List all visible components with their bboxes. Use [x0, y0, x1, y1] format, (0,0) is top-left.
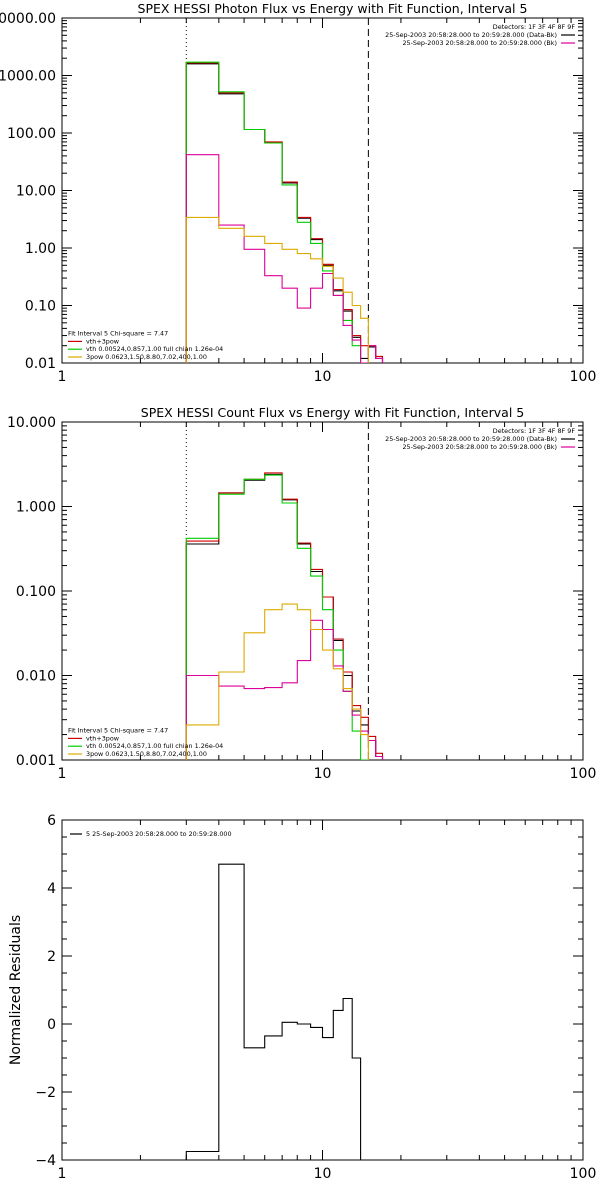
- legend-entry: 25-Sep-2003 20:58:28.000 to 20:59:28.000…: [385, 31, 557, 39]
- x-tick-label: 10: [314, 766, 332, 782]
- y-tick-label: 0.01: [25, 356, 56, 372]
- series-group: [185, 472, 384, 760]
- series-line-2: [185, 472, 384, 760]
- y-tick-label: 0: [47, 1017, 56, 1033]
- y-tick-label: 0.001: [16, 753, 56, 769]
- y-tick-label: 4: [47, 881, 56, 897]
- y-tick-label: −4: [35, 1153, 56, 1169]
- chart-title: SPEX HESSI Photon Flux vs Energy with Fi…: [138, 1, 528, 16]
- y-tick-label: 1000.00: [0, 69, 56, 85]
- legend-entry: vth+3pow: [86, 734, 119, 742]
- legend-entry: 25-Sep-2003 20:58:28.000 to 20:59:28.000…: [402, 443, 557, 451]
- series-line-5: [185, 603, 369, 760]
- chart-panel-1: 1 10 100 0.01 0.10 1.00 10.00 100.00 1000.00 1000…: [0, 1, 596, 385]
- legend-entry: Fit Interval 5 Chi-square = 7.47: [68, 330, 168, 338]
- legend-entry: vth 0.00524,0.857,1.00 full chian 1.26e-…: [86, 742, 223, 750]
- series-line-3: [185, 474, 369, 760]
- y-tick-label: 6: [47, 813, 56, 829]
- y-tick-label: 1.000: [16, 500, 56, 516]
- series-line-2: [185, 62, 384, 363]
- plot-frame: [61, 17, 584, 364]
- x-tick-label: 100: [570, 766, 597, 782]
- legend-entry: Fit Interval 5 Chi-square = 7.47: [68, 727, 168, 735]
- x-tick-label: 10: [314, 1166, 332, 1182]
- y-tick-label: −2: [35, 1085, 56, 1101]
- x-tick-label: 1: [58, 766, 67, 782]
- chart-panel-3: 1 10 100 −4 −2 0 2 4 6 Normalized Residuals 5 25-S…: [8, 813, 596, 1182]
- series-line-1: [185, 473, 384, 760]
- series-line-3: [185, 61, 369, 363]
- y-tick-label: 10.00: [16, 184, 56, 200]
- plot-frame: [61, 819, 584, 1161]
- y-tick-label: 0.010: [16, 669, 56, 685]
- y-tick-label: 10000.00: [0, 11, 56, 27]
- y-axis-label: Normalized Residuals: [8, 915, 24, 1065]
- legend-entry: 3pow 0.0623,1.50,8.80,7.02,400,1.00: [86, 750, 207, 758]
- chart-title: SPEX HESSI Count Flux vs Energy with Fit…: [141, 405, 524, 420]
- legend-entry: 25-Sep-2003 20:58:28.000 to 20:59:28.000…: [402, 39, 557, 47]
- chart-panel-2: 1 10 100 0.001 0.010 0.100 1.000 10.000 SPEX HES…: [7, 405, 596, 782]
- legend-entry: 5 25-Sep-2003 20:58:28.000 to 20:59:28.0…: [86, 830, 232, 838]
- y-tick-label: 10.000: [7, 415, 56, 431]
- legend-entry: 25-Sep-2003 20:58:28.000 to 20:59:28.000…: [385, 435, 557, 443]
- x-tick-label: 1: [58, 369, 67, 385]
- series-line-1: [185, 863, 362, 1160]
- x-tick-label: 100: [570, 369, 597, 385]
- x-tick-label: 100: [570, 1166, 597, 1182]
- legend-entry: Detectors: 1F 3F 4F 8F 9F: [493, 427, 576, 435]
- legend-entry: Detectors: 1F 3F 4F 8F 9F: [493, 23, 576, 31]
- legend-entry: 3pow 0.0623,1.50,8.80,7.02,400,1.00: [86, 353, 207, 361]
- y-tick-label: 100.00: [7, 126, 56, 142]
- series-group: [185, 863, 362, 1160]
- y-tick-label: 0.10: [25, 299, 56, 315]
- legend-entry: vth+3pow: [86, 337, 119, 345]
- x-tick-label: 1: [58, 1166, 67, 1182]
- series-line-4: [185, 619, 384, 760]
- series-group: [185, 61, 384, 363]
- x-tick-label: 10: [314, 369, 332, 385]
- series-line-1: [185, 63, 384, 363]
- y-tick-label: 0.100: [16, 584, 56, 600]
- y-tick-label: 1.00: [25, 241, 56, 257]
- series-line-5: [185, 216, 369, 363]
- series-line-4: [185, 154, 384, 363]
- legend-entry: vth 0.00524,0.857,1.00 full chian 1.26e-…: [86, 345, 223, 353]
- y-tick-label: 2: [47, 949, 56, 965]
